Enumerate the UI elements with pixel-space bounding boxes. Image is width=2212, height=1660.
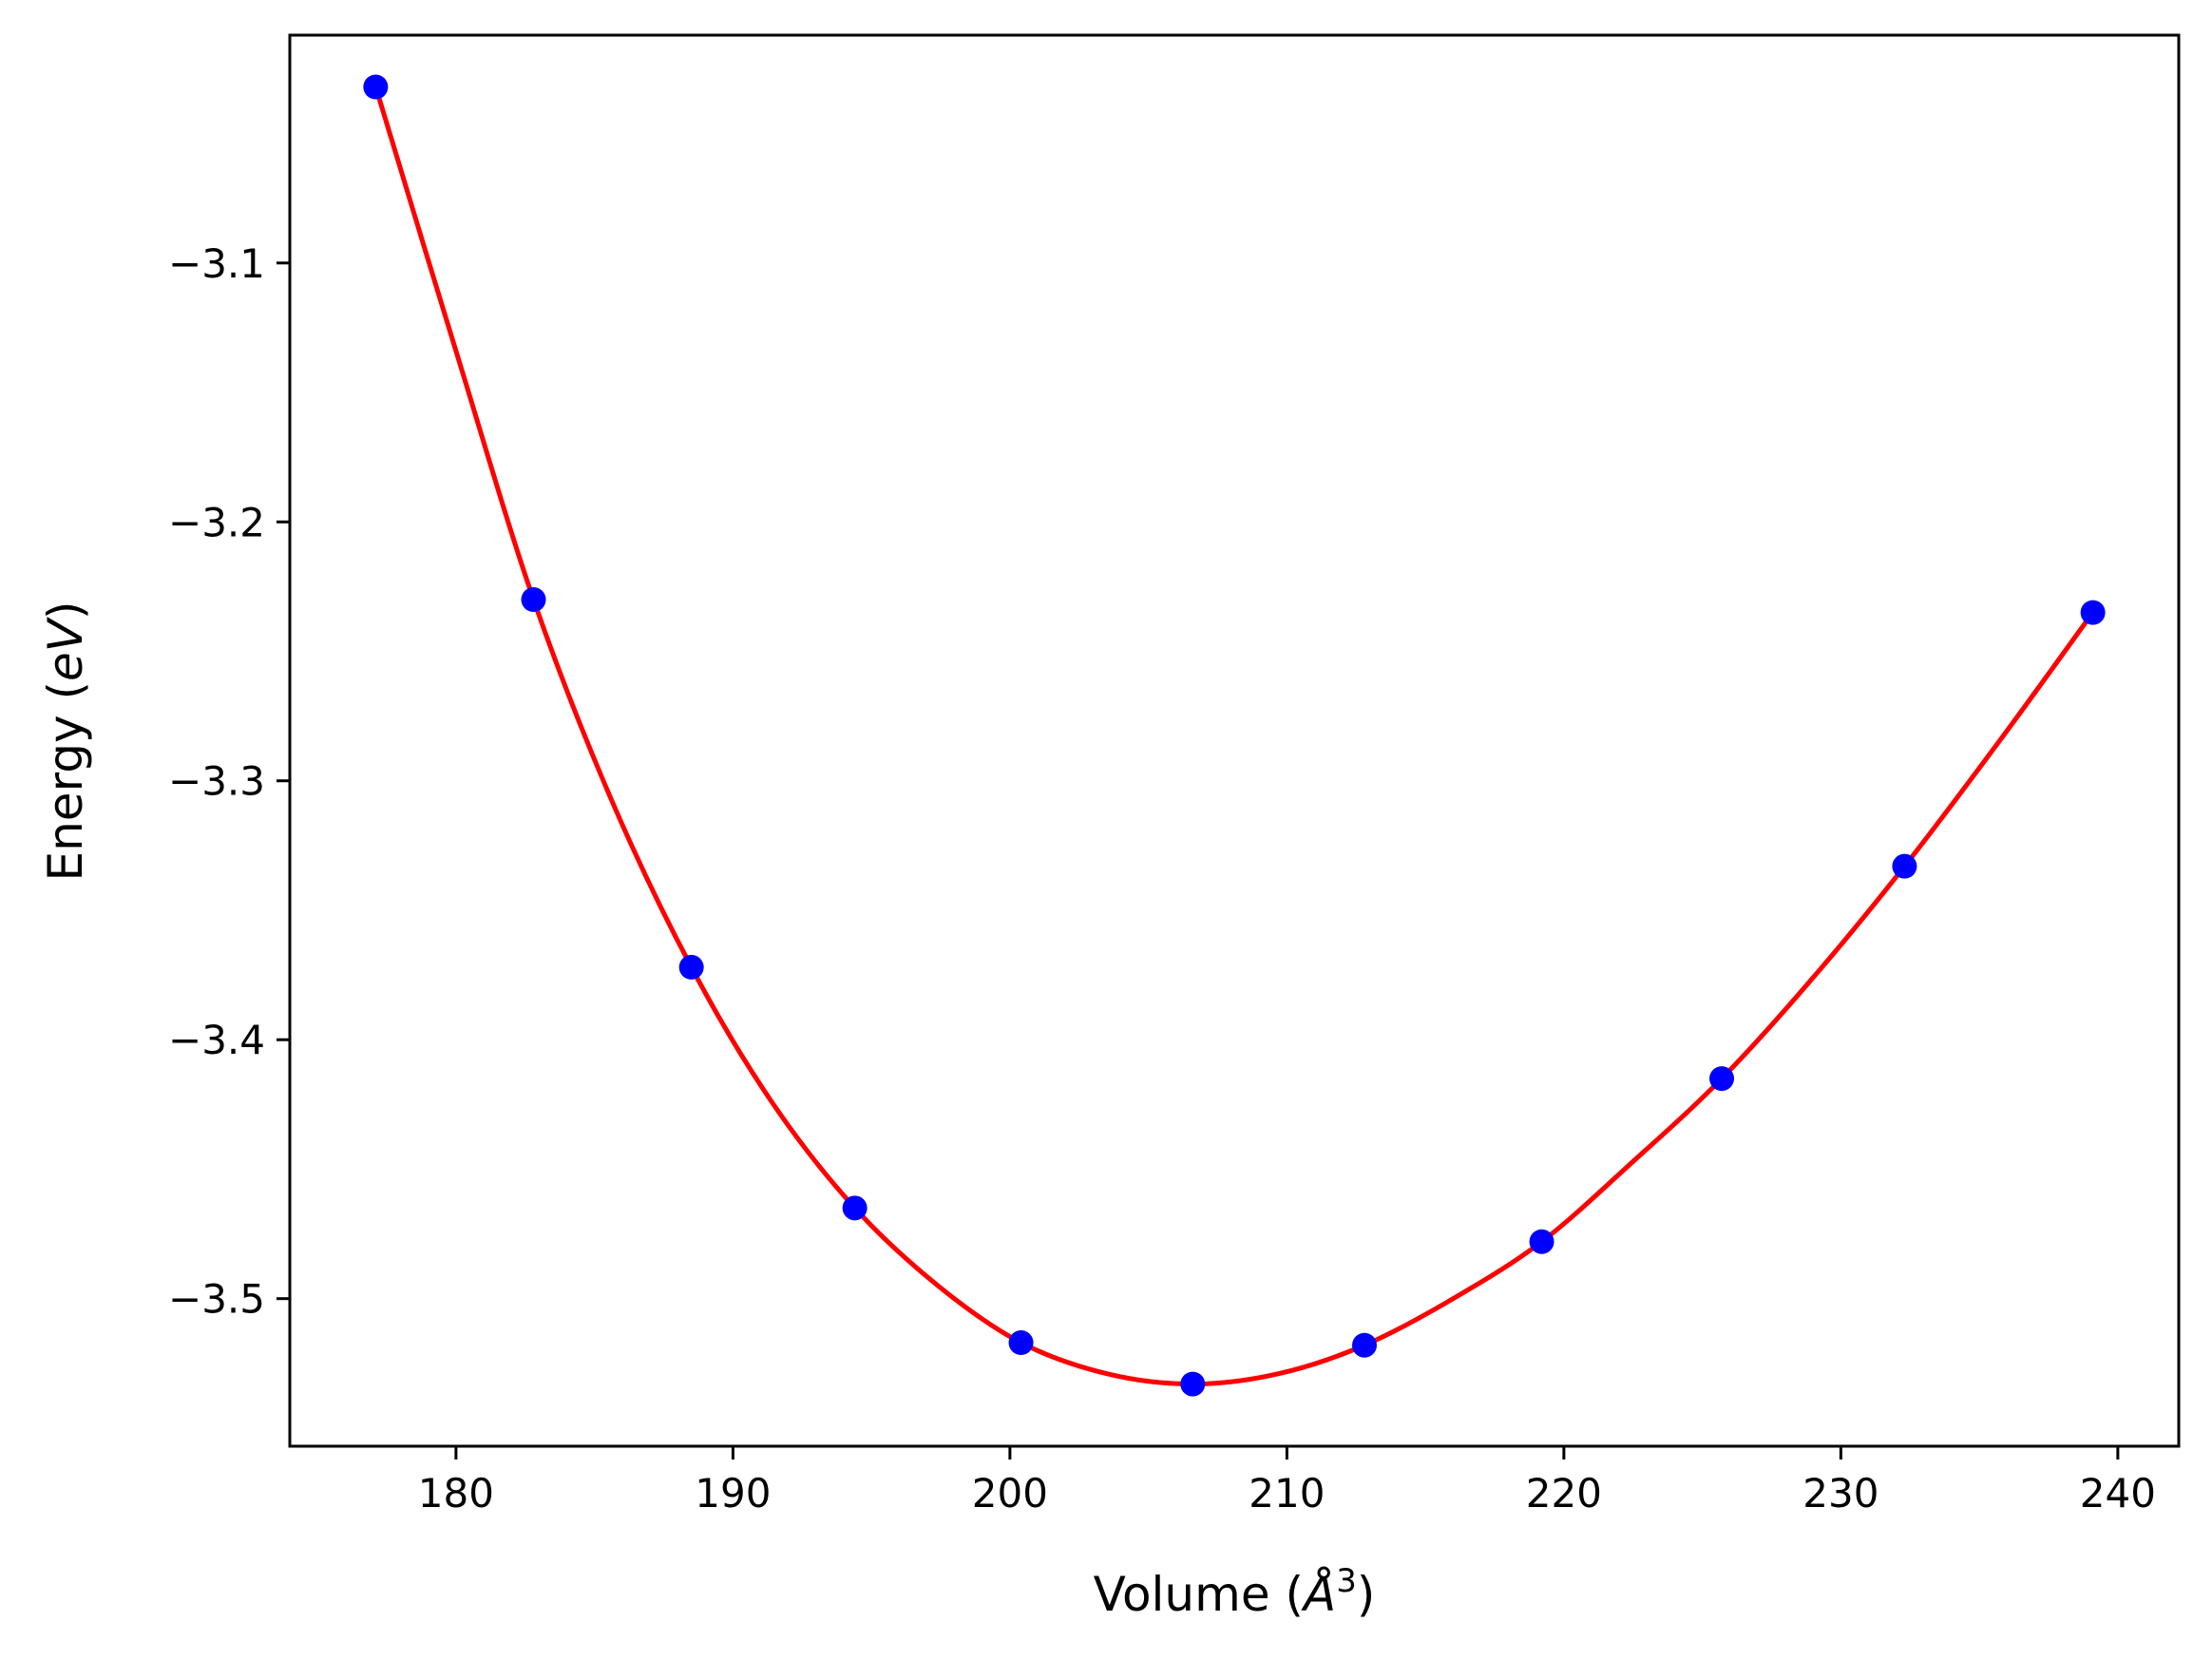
x-tick-label: 190	[695, 1470, 771, 1517]
data-point	[1529, 1229, 1554, 1254]
data-point	[1709, 1066, 1735, 1092]
x-axis-label-unit: Å	[1301, 1567, 1336, 1622]
data-point	[2080, 600, 2106, 625]
plot-frame	[288, 33, 2181, 1448]
y-axis-label: Energy (eV)	[38, 601, 93, 882]
data-point	[1892, 853, 1917, 879]
data-point	[1008, 1330, 1034, 1356]
x-tick-label: 230	[1802, 1470, 1878, 1517]
data-point	[1352, 1332, 1378, 1358]
data-point	[842, 1195, 868, 1221]
y-axis-label-unit: eV	[38, 616, 93, 681]
y-tick-label: −3.3	[168, 758, 265, 805]
x-tick-label: 180	[418, 1470, 494, 1517]
x-axis-label-suffix: )	[1357, 1567, 1376, 1622]
x-axis: 180 190 200 210 220 230 240	[418, 1446, 2156, 1517]
y-tick-label: −3.2	[168, 499, 265, 545]
data-point	[363, 74, 389, 100]
x-tick-label: 210	[1249, 1470, 1325, 1517]
y-tick-label: −3.5	[168, 1276, 265, 1323]
x-axis-label: Volume (Å3)	[1094, 1562, 1376, 1622]
data-point	[521, 587, 546, 612]
y-axis-label-prefix: Energy (	[38, 681, 93, 881]
fit-curve	[372, 85, 2096, 1387]
x-tick-label: 220	[1526, 1470, 1602, 1517]
x-axis-label-power: 3	[1336, 1562, 1357, 1600]
x-tick-label: 240	[2080, 1470, 2156, 1517]
y-axis-label-suffix: )	[38, 601, 93, 620]
data-point	[678, 954, 704, 980]
y-tick-label: −3.4	[168, 1017, 265, 1063]
plot-area	[363, 74, 2106, 1397]
data-point	[1180, 1371, 1206, 1397]
y-tick-label: −3.1	[168, 240, 265, 287]
x-axis-label-prefix: Volume (	[1094, 1567, 1304, 1622]
y-axis: −3.1 −3.2 −3.3 −3.4 −3.5	[168, 240, 290, 1323]
x-tick-label: 200	[972, 1470, 1048, 1517]
